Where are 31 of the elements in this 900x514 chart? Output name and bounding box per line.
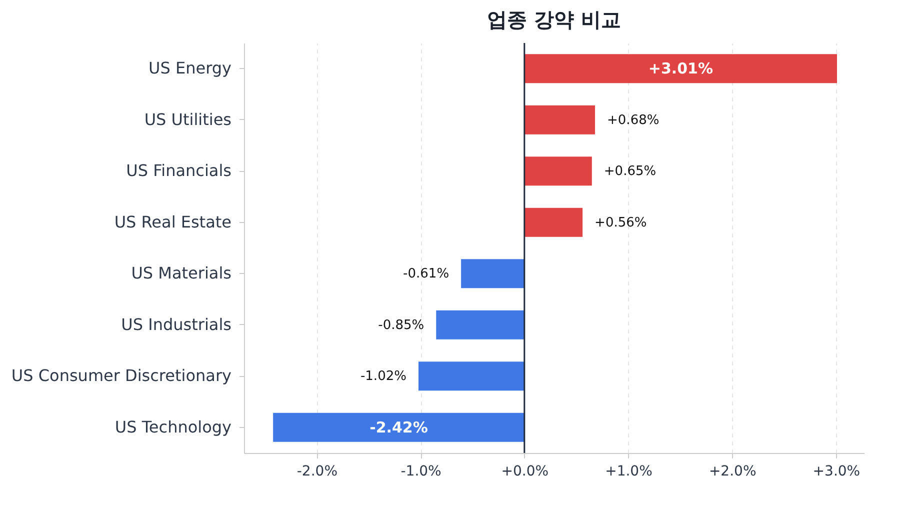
bar	[524, 156, 592, 186]
data-label: -1.02%	[360, 369, 406, 384]
data-label: +0.65%	[604, 164, 656, 180]
x-tick-label: -2.0%	[296, 464, 338, 480]
y-tick-label: US Real Estate	[114, 212, 232, 232]
bar	[461, 259, 524, 288]
y-tick-label: US Industrials	[121, 314, 232, 334]
chart-title: 업종 강약 비교	[487, 7, 621, 32]
x-tick-label: +3.0%	[812, 464, 860, 480]
bar	[273, 412, 524, 442]
data-label: +0.68%	[607, 112, 660, 128]
x-tick-label: -1.0%	[400, 464, 442, 480]
y-tick-label: US Materials	[131, 264, 232, 283]
data-label: -0.61%	[403, 266, 450, 282]
y-tick-label: US Financials	[126, 161, 232, 180]
bar	[524, 208, 583, 237]
bar	[418, 362, 524, 391]
y-tick-label: US Technology	[114, 417, 232, 436]
data-label: +3.01%	[648, 60, 714, 78]
y-tick-label: US Utilities	[144, 110, 232, 129]
data-label: -2.42%	[370, 418, 428, 436]
y-tick-label: US Energy	[148, 58, 232, 78]
x-tick-label: +0.0%	[501, 464, 549, 480]
bar	[436, 310, 524, 340]
x-tick-label: +1.0%	[605, 464, 652, 480]
data-label: +0.56%	[594, 215, 647, 230]
y-tick-label: US Consumer Discretionary	[11, 366, 232, 386]
bar	[524, 54, 837, 84]
data-label: -0.85%	[378, 318, 424, 333]
x-tick-label: +2.0%	[708, 464, 756, 480]
bar	[524, 105, 596, 134]
